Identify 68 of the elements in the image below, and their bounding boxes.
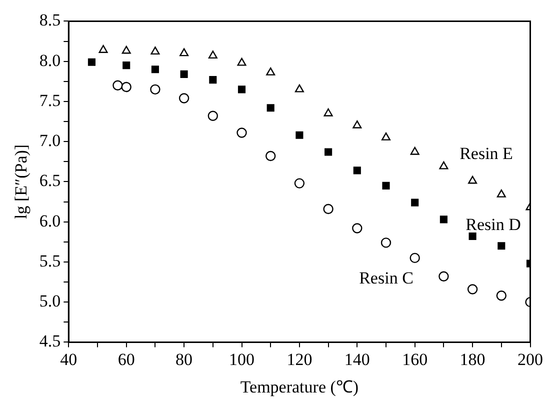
series-label: Resin D [466,215,521,234]
point [237,58,246,66]
point [468,232,476,240]
point [438,271,449,282]
y-tick-label: 5.0 [39,292,61,311]
point [496,290,506,301]
point [122,46,131,54]
point [411,198,419,206]
x-tick-label: 140 [344,350,370,369]
point [324,108,333,116]
point [440,216,448,224]
point [382,182,390,190]
series-label: Resin C [359,268,414,288]
y-tick-label: 5.5 [39,251,61,270]
point [382,132,390,140]
point [98,44,108,53]
point [150,84,160,95]
point [296,131,304,139]
point [410,252,420,264]
x-tick-label: 40 [60,350,78,369]
y-tick-label: 8.0 [39,50,61,70]
point [266,104,274,112]
y-tick-label: 8.5 [39,10,61,30]
point [238,86,246,94]
point [324,148,332,156]
point [180,48,189,56]
x-tick-label: 180 [460,350,486,369]
point [467,284,478,294]
x-tick-label: 120 [286,350,312,369]
point [468,176,478,184]
point [496,189,506,198]
point [88,58,96,66]
point [112,80,123,90]
series-label: Resin E [460,144,513,163]
y-tick-label: 4.5 [39,332,61,351]
point [151,66,159,74]
x-axis-title: Temperature (℃) [240,377,359,396]
point [150,46,160,55]
point [410,146,420,155]
x-tick-label: 200 [518,350,543,369]
point [294,178,305,188]
x-tick-label: 80 [176,350,193,369]
point [353,166,361,174]
point [352,223,362,234]
y-tick-label: 6.5 [39,171,61,190]
y-axis-title: lg [E″(Pa)] [12,144,31,219]
point [121,82,132,92]
x-tick-label: 60 [118,350,135,369]
point [323,204,334,214]
point [266,67,276,76]
x-tick-label: 160 [402,350,428,369]
point [209,76,217,84]
point [180,70,188,78]
point [122,62,130,70]
y-tick-label: 7.0 [39,131,61,150]
point [236,128,247,138]
point [439,161,448,170]
y-tick-label: 6.0 [39,211,61,230]
y-tick-label: 7.5 [39,90,61,110]
x-tick-label: 100 [229,350,254,369]
point [266,150,276,162]
point [208,50,218,59]
point [380,238,392,248]
point [498,242,506,250]
point [294,84,304,92]
point [178,93,190,104]
point [208,110,218,121]
point [352,120,362,128]
